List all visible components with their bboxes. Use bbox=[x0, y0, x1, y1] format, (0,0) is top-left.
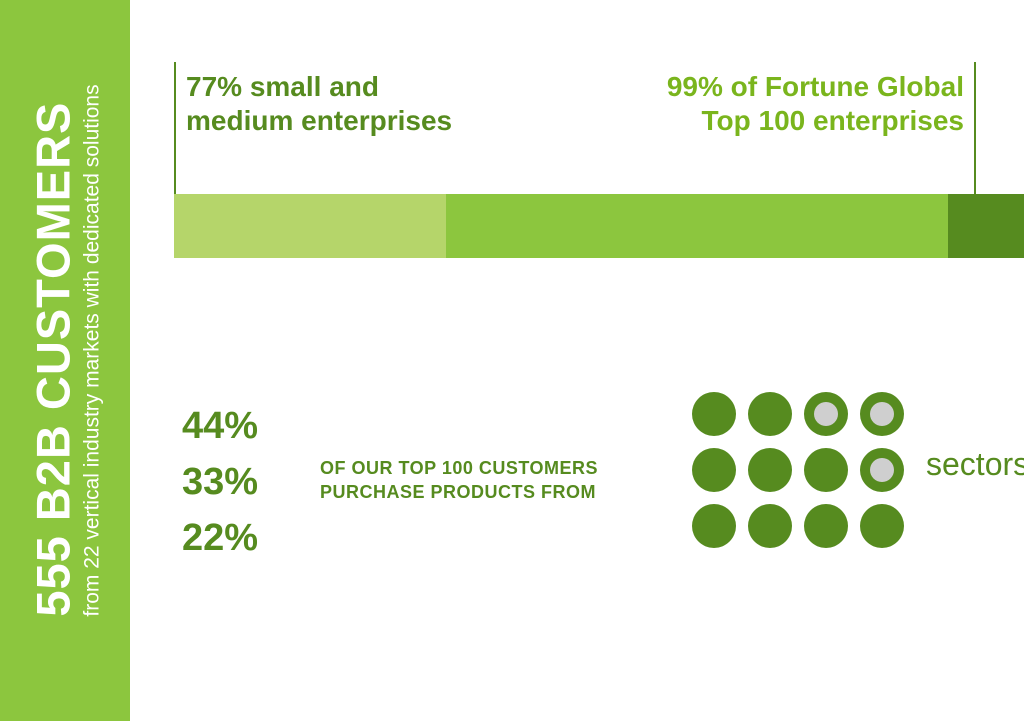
percent-value-0: 44% bbox=[182, 398, 258, 454]
sidebar-subtitle: from 22 vertical industry markets with d… bbox=[81, 84, 105, 616]
sidebar-inner: 555 B2B CUSTOMERS from 22 vertical indus… bbox=[26, 84, 105, 636]
percent-list: 44%33%22% bbox=[182, 398, 258, 566]
bar-tick-left bbox=[174, 62, 176, 202]
bar-label-fortune: 99% of Fortune Global Top 100 enterprise… bbox=[667, 70, 964, 138]
bar-label-sme-line1: 77% small and bbox=[186, 70, 452, 104]
sector-dot bbox=[804, 448, 848, 492]
sector-dot bbox=[860, 448, 904, 492]
percent-value-1: 33% bbox=[182, 454, 258, 510]
sector-dot bbox=[860, 504, 904, 548]
sector-dot bbox=[804, 504, 848, 548]
bar-label-sme: 77% small and medium enterprises bbox=[186, 70, 452, 138]
main-content: 77% small and medium enterprises 99% of … bbox=[130, 0, 1024, 721]
sector-dot bbox=[748, 392, 792, 436]
sector-dot bbox=[692, 392, 736, 436]
bar-segment-0 bbox=[174, 194, 446, 258]
bar-label-fortune-line2: Top 100 enterprises bbox=[667, 104, 964, 138]
bar-segment-2 bbox=[948, 194, 1024, 258]
sector-dot bbox=[804, 392, 848, 436]
stats-caption-line2: PURCHASE PRODUCTS FROM bbox=[320, 480, 598, 504]
sectors-label: sectors. bbox=[926, 446, 1024, 483]
sector-dot-hole bbox=[870, 402, 894, 426]
sector-dot-hole bbox=[870, 458, 894, 482]
percent-value-2: 22% bbox=[182, 510, 258, 566]
segmented-bar bbox=[174, 194, 1024, 258]
sector-dot bbox=[692, 504, 736, 548]
sidebar: 555 B2B CUSTOMERS from 22 vertical indus… bbox=[0, 0, 130, 721]
bar-tick-right bbox=[974, 62, 976, 202]
sector-dot-grid bbox=[692, 392, 904, 548]
sector-dot-hole bbox=[814, 402, 838, 426]
sector-dot bbox=[748, 448, 792, 492]
bar-label-sme-line2: medium enterprises bbox=[186, 104, 452, 138]
sidebar-title: 555 B2B CUSTOMERS bbox=[26, 84, 81, 616]
sector-dot bbox=[692, 448, 736, 492]
bar-segment-1 bbox=[446, 194, 948, 258]
bar-label-fortune-line1: 99% of Fortune Global bbox=[667, 70, 964, 104]
stats-caption: OF OUR TOP 100 CUSTOMERS PURCHASE PRODUC… bbox=[320, 456, 598, 504]
sector-dot bbox=[860, 392, 904, 436]
stats-caption-line1: OF OUR TOP 100 CUSTOMERS bbox=[320, 456, 598, 480]
sector-dot bbox=[748, 504, 792, 548]
